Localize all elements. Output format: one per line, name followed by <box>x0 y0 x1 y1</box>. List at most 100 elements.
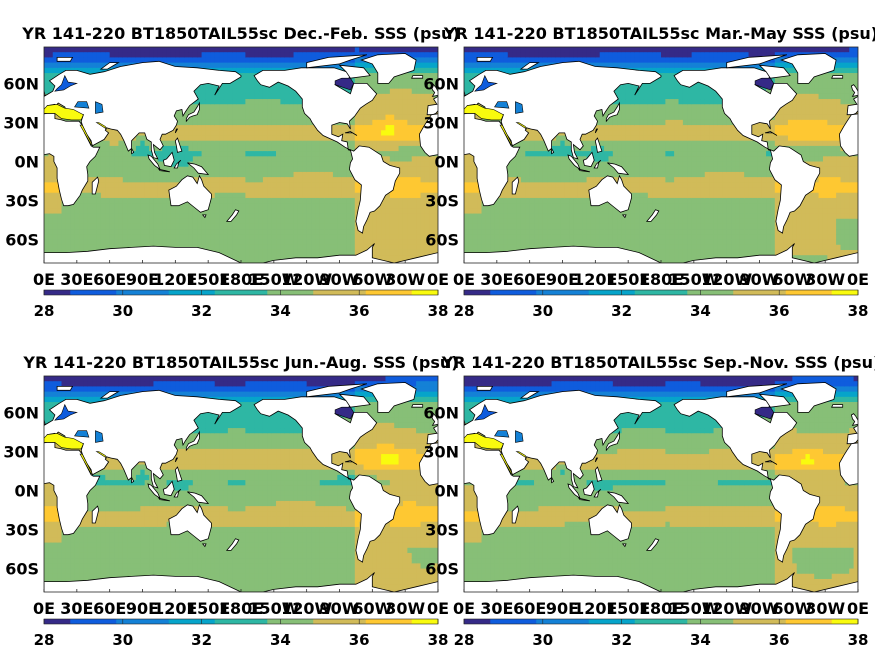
sss-cell <box>276 109 281 116</box>
sss-cell <box>140 135 146 142</box>
sss-cell <box>564 161 570 168</box>
sss-cell <box>96 203 102 209</box>
sss-cell <box>249 52 255 58</box>
sss-cell <box>197 213 203 220</box>
sss-cell <box>271 57 277 64</box>
sss-cell <box>284 135 290 142</box>
sss-cell <box>407 140 413 147</box>
sss-cell <box>280 244 286 251</box>
sss-cell <box>131 229 137 235</box>
sss-cell <box>96 57 102 64</box>
sss-cell <box>192 47 198 53</box>
sss-cell <box>481 218 487 225</box>
sss-cell <box>512 229 518 235</box>
sss-cell <box>555 203 561 209</box>
sss-cell <box>551 151 557 157</box>
sss-cell <box>389 218 395 225</box>
sss-cell <box>398 192 404 199</box>
sss-cell <box>100 229 106 235</box>
sss-cell <box>293 229 299 235</box>
sss-cell <box>350 208 356 215</box>
sss-cell <box>245 135 251 142</box>
sss-cell <box>254 104 260 111</box>
sss-cell <box>175 208 181 215</box>
sss-cell <box>350 177 356 183</box>
sss-cell <box>367 125 373 131</box>
sss-cell <box>402 93 408 100</box>
sss-cell <box>529 234 535 241</box>
sss-cell <box>411 145 417 152</box>
sss-cell <box>271 166 277 173</box>
sss-cell <box>402 171 408 178</box>
sss-cell <box>262 114 268 121</box>
sss-cell <box>223 192 229 199</box>
sss-cell <box>520 47 526 53</box>
sss-cell <box>564 223 570 230</box>
sss-cell <box>499 67 504 74</box>
sss-cell <box>297 208 303 215</box>
sss-cell <box>96 234 102 241</box>
sss-cell <box>398 223 404 230</box>
sss-cell <box>70 47 76 53</box>
sss-cell <box>262 52 268 58</box>
sss-cell <box>372 104 378 111</box>
sss-cell <box>236 218 242 225</box>
sss-cell <box>569 223 575 230</box>
sss-cell <box>420 197 426 204</box>
sss-cell <box>284 47 290 53</box>
sss-cell <box>232 203 238 209</box>
sss-cell <box>184 234 190 241</box>
sss-cell <box>166 47 172 53</box>
sss-cell <box>512 218 518 225</box>
sss-cell <box>534 62 540 69</box>
sss-cell <box>284 93 290 100</box>
sss-cell <box>236 119 242 126</box>
sss-cell <box>87 47 93 53</box>
sss-cell <box>74 234 80 241</box>
sss-cell <box>276 223 281 230</box>
sss-cell <box>114 57 120 64</box>
sss-cell <box>381 135 387 142</box>
sss-cell <box>534 182 540 189</box>
sss-cell <box>402 83 408 90</box>
sss-cell <box>394 93 400 100</box>
sss-cell <box>302 234 308 241</box>
sss-cell <box>297 119 303 126</box>
sss-cell <box>258 166 264 173</box>
sss-cell <box>289 161 295 168</box>
sss-cell <box>525 156 531 163</box>
sss-cell <box>118 234 124 241</box>
sss-cell <box>262 47 268 53</box>
sss-cell <box>157 47 163 53</box>
novaya-zemlya <box>99 62 120 70</box>
sss-cell <box>424 156 430 163</box>
sss-cell <box>424 249 430 256</box>
sss-cell <box>249 234 255 241</box>
sss-cell <box>337 197 343 204</box>
colorbar-segment <box>214 290 222 295</box>
sss-cell <box>499 192 504 199</box>
sss-cell <box>289 62 295 69</box>
sss-cell <box>118 151 124 157</box>
x-tick-label: 0E <box>33 270 55 289</box>
sss-cell <box>324 166 330 173</box>
sss-cell <box>284 151 290 157</box>
sss-cell <box>477 192 483 199</box>
sss-cell <box>280 135 286 142</box>
sss-cell <box>100 62 106 69</box>
sss-cell <box>516 156 522 163</box>
sss-cell <box>114 234 120 241</box>
sss-cell <box>315 171 321 178</box>
sss-cell <box>114 223 120 230</box>
sss-cell <box>227 223 233 230</box>
sss-cell <box>494 47 500 53</box>
sss-cell <box>507 213 513 220</box>
sss-cell <box>162 203 168 209</box>
sss-cell <box>131 140 137 147</box>
sss-cell <box>262 197 268 204</box>
sss-cell <box>332 161 338 168</box>
sss-cell <box>354 249 360 256</box>
sss-cell <box>468 171 474 178</box>
sss-cell <box>297 244 303 251</box>
sss-cell <box>83 203 89 209</box>
